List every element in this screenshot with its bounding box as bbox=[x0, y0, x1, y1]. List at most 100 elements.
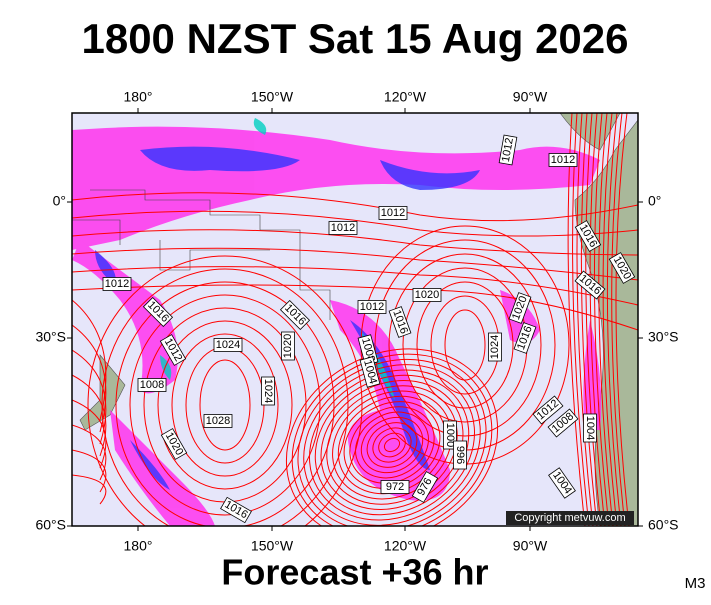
label-box bbox=[412, 288, 442, 302]
lon-label-bottom: 90°W bbox=[513, 538, 548, 554]
isobar bbox=[285, 348, 499, 526]
isobar bbox=[72, 229, 638, 256]
isobar-label: 1024 bbox=[261, 376, 275, 406]
isobar bbox=[598, 113, 614, 526]
label-box bbox=[281, 331, 295, 361]
isobar bbox=[416, 281, 514, 409]
isobar bbox=[72, 247, 638, 281]
eez-lines bbox=[72, 189, 331, 320]
isobar-label: 1016 bbox=[388, 306, 412, 338]
isobar bbox=[72, 399, 107, 469]
heavy-precipitation bbox=[95, 146, 480, 490]
lon-label-top: 150°W bbox=[251, 89, 294, 105]
label-box bbox=[608, 252, 636, 284]
label-box bbox=[261, 376, 275, 406]
lat-label-left: 30°S bbox=[35, 329, 66, 345]
label-box bbox=[160, 428, 188, 460]
label-box bbox=[142, 296, 174, 328]
isobar-label: 996 bbox=[453, 440, 467, 470]
isobar bbox=[157, 320, 293, 490]
lon-label-top: 180° bbox=[124, 89, 153, 105]
label-box bbox=[411, 471, 439, 503]
isobar-label: 1028 bbox=[203, 414, 233, 428]
isobar bbox=[308, 369, 476, 521]
label-box bbox=[220, 496, 252, 524]
isobar bbox=[87, 255, 363, 526]
isobar bbox=[337, 395, 447, 495]
lon-label-bottom: 180° bbox=[124, 538, 153, 554]
isobar-value: 1024 bbox=[262, 379, 274, 403]
isobar-value: 1028 bbox=[206, 415, 230, 427]
isobar bbox=[576, 113, 594, 526]
isobar bbox=[355, 411, 429, 479]
label-box bbox=[574, 270, 606, 300]
isobar-value: 1020 bbox=[415, 289, 439, 301]
label-box bbox=[547, 408, 579, 438]
isobar bbox=[585, 113, 602, 526]
map-area bbox=[72, 113, 638, 526]
isobar-value: 972 bbox=[386, 481, 404, 493]
isobar bbox=[378, 432, 406, 458]
lon-label-top: 90°W bbox=[513, 89, 548, 105]
label-box bbox=[488, 332, 502, 362]
label-box bbox=[574, 220, 602, 252]
isobar-label: 976 bbox=[411, 471, 439, 503]
label-box bbox=[380, 480, 410, 494]
label-box bbox=[498, 134, 518, 166]
label-box bbox=[378, 206, 408, 220]
label-box bbox=[102, 277, 132, 291]
isobar-value: 1000 bbox=[444, 423, 456, 447]
isobar bbox=[72, 299, 107, 421]
isobar-label: 1008 bbox=[137, 378, 167, 392]
isobar bbox=[72, 324, 107, 433]
lon-label-bottom: 150°W bbox=[251, 538, 294, 554]
lat-label-right: 60°S bbox=[648, 517, 679, 533]
label-box bbox=[359, 356, 381, 388]
lat-label-right: 30°S bbox=[648, 329, 679, 345]
isobar-value: 1008 bbox=[140, 379, 164, 391]
isobars bbox=[72, 113, 638, 526]
isobar-label: 1004 bbox=[583, 413, 597, 443]
isobar-label: 1024 bbox=[213, 338, 243, 352]
label-box bbox=[388, 306, 412, 338]
isobar-label: 1016 bbox=[513, 322, 537, 354]
isobar-label: 1020 bbox=[508, 292, 532, 324]
label-box bbox=[548, 467, 576, 499]
label-box bbox=[357, 300, 387, 314]
isobar bbox=[171, 333, 279, 477]
isobar-value: 1012 bbox=[331, 222, 355, 234]
isobar-label: 1020 bbox=[281, 331, 295, 361]
isobar-value: 1020 bbox=[282, 334, 294, 358]
isobar bbox=[72, 284, 638, 331]
isobar bbox=[444, 309, 486, 381]
label-box bbox=[279, 299, 311, 331]
isobar bbox=[129, 294, 321, 516]
label-box bbox=[213, 338, 243, 352]
isobar bbox=[580, 113, 598, 526]
isobar bbox=[388, 253, 542, 437]
label-box bbox=[159, 334, 187, 366]
label-box bbox=[137, 378, 167, 392]
label-box bbox=[548, 153, 578, 167]
isobar bbox=[615, 113, 630, 526]
copyright: Copyright metvuw.com bbox=[514, 512, 625, 524]
isobar bbox=[372, 427, 412, 463]
isobar-label: 1012 bbox=[328, 221, 358, 235]
isobar bbox=[297, 358, 487, 526]
isobar-value: 1012 bbox=[105, 278, 129, 290]
isobar bbox=[72, 424, 107, 481]
isobar bbox=[611, 113, 626, 526]
isobar-value: 1024 bbox=[489, 335, 501, 359]
isobar-label: 1012 bbox=[378, 206, 408, 220]
isobar bbox=[199, 359, 251, 451]
isobar bbox=[72, 374, 107, 457]
isobar bbox=[72, 474, 107, 505]
isobar-value: 996 bbox=[454, 446, 466, 464]
isobar bbox=[602, 113, 618, 526]
lon-label-top: 120°W bbox=[384, 89, 427, 105]
label-box bbox=[532, 395, 564, 425]
lat-label-left: 0° bbox=[53, 193, 66, 209]
isobar bbox=[360, 416, 424, 474]
model: M3 bbox=[685, 575, 706, 592]
